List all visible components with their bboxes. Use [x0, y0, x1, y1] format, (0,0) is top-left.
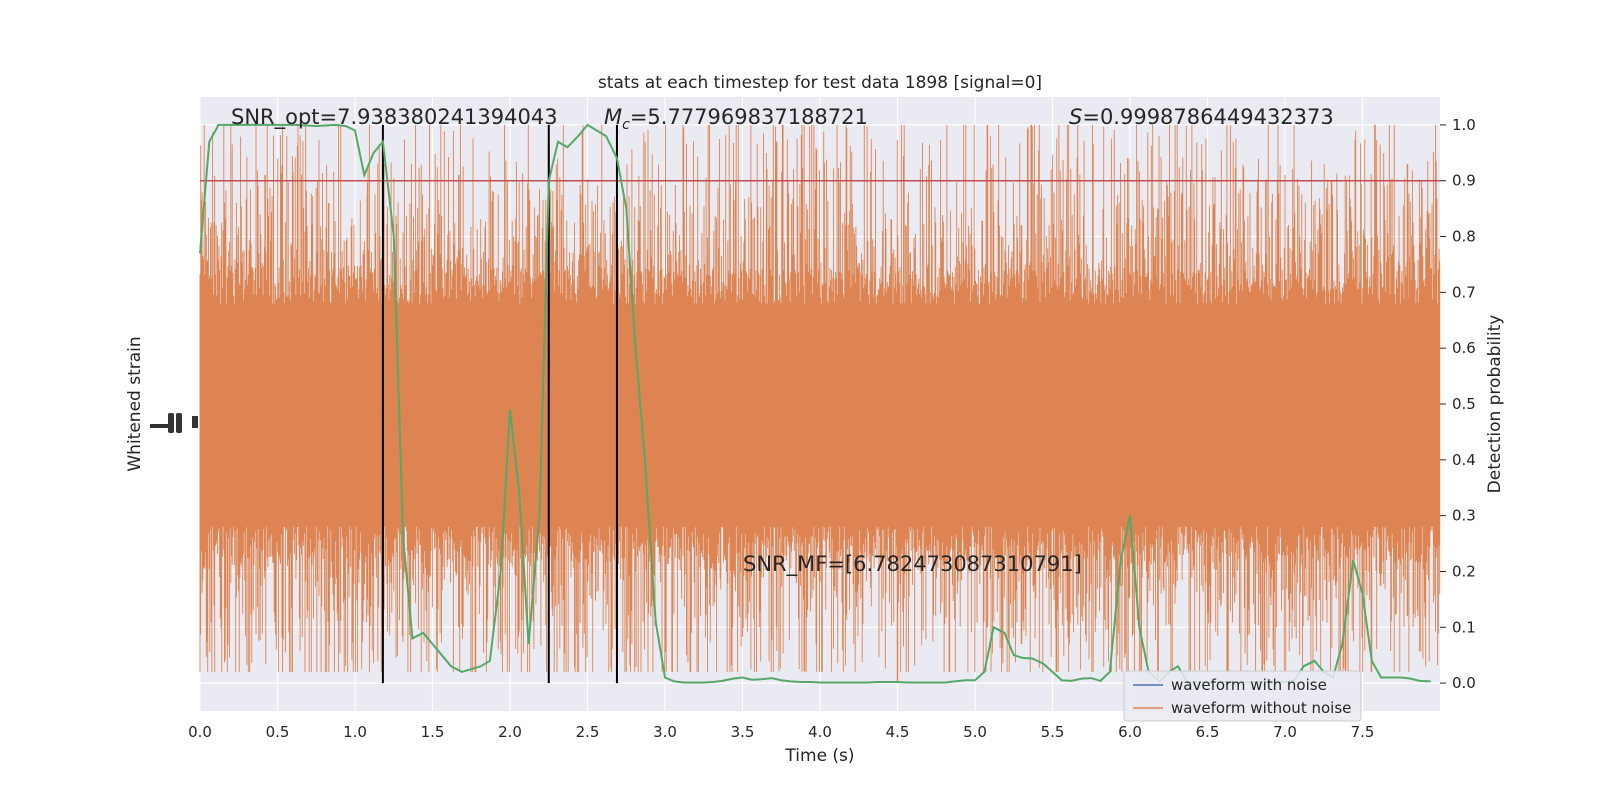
legend: waveform with noise waveform without noi…: [1123, 670, 1362, 722]
x-tick-label: 5.0: [963, 723, 987, 741]
s-value: =0.9998786449432373: [1082, 105, 1333, 129]
y-tick-label: 0.7: [1452, 283, 1476, 301]
y-tick-label: 0.9: [1452, 172, 1476, 190]
chirp-mass-value: =5.777969837188721: [630, 105, 868, 129]
x-tick-label: 3.5: [731, 723, 755, 741]
chirp-mass-symbol: M: [604, 105, 622, 129]
legend-label-without-noise: waveform without noise: [1171, 699, 1351, 717]
strain-series: [199, 124, 1441, 684]
y-tick-label: 0.1: [1452, 618, 1476, 636]
legend-box: [1123, 670, 1362, 722]
x-tick-label: 3.0: [653, 723, 677, 741]
x-tick-label: 5.5: [1041, 723, 1065, 741]
annotation-snr-mf: SNR_MF=[6.782473087310791]: [743, 552, 1082, 577]
s-symbol: S: [1069, 105, 1082, 129]
x-tick-label: 4.0: [808, 723, 832, 741]
y-tick-label: 1.0: [1452, 116, 1476, 134]
x-tick-label: 1.5: [421, 723, 445, 741]
y-tick-label: 0.0: [1452, 674, 1476, 692]
x-axis-ticks: 0.0 0.5 1.0 1.5 2.0 2.5 3.0 3.5 4.0 4.5 5.0 5.5 6.0 6…: [188, 723, 1374, 741]
strain-line: [199, 124, 1441, 672]
y-axis-label-left: Whitened strain: [125, 336, 145, 471]
x-tick-label: 7.5: [1351, 723, 1375, 741]
x-tick-label: 1.0: [343, 723, 367, 741]
left-axis-squashed-ticks: [150, 413, 198, 433]
legend-label-with-noise: waveform with noise: [1171, 676, 1327, 694]
x-tick-label: 2.5: [576, 723, 600, 741]
y-tick-label: 0.3: [1452, 507, 1476, 525]
y-tick-label: 0.5: [1452, 395, 1476, 413]
chirp-mass-subscript: c: [622, 117, 630, 133]
x-axis-label: Time (s): [784, 746, 854, 766]
y-tick-label: 0.4: [1452, 451, 1476, 469]
y-right-axis-ticks: 0.0 0.1 0.2 0.3 0.4 0.5 0.6 0.7 0.8 0.9 1.0: [1440, 116, 1476, 692]
x-tick-label: 6.5: [1196, 723, 1220, 741]
annotation-chirp-mass: Mc=5.777969837188721: [604, 105, 868, 133]
x-tick-label: 0.0: [188, 723, 212, 741]
x-tick-label: 4.5: [886, 723, 910, 741]
y-tick-label: 0.2: [1452, 562, 1476, 580]
annotation-s: S=0.9998786449432373: [1069, 105, 1334, 129]
y-axis-label-right: Detection probability: [1485, 315, 1505, 494]
x-tick-label: 0.5: [266, 723, 290, 741]
chart-title: stats at each timestep for test data 189…: [598, 73, 1042, 93]
annotation-snr-opt: SNR_opt=7.938380241394043: [231, 105, 558, 130]
y-tick-label: 0.6: [1452, 339, 1476, 357]
x-tick-label: 2.0: [498, 723, 522, 741]
x-tick-label: 7.0: [1273, 723, 1297, 741]
x-tick-label: 6.0: [1118, 723, 1142, 741]
y-tick-label: 0.8: [1452, 228, 1476, 246]
